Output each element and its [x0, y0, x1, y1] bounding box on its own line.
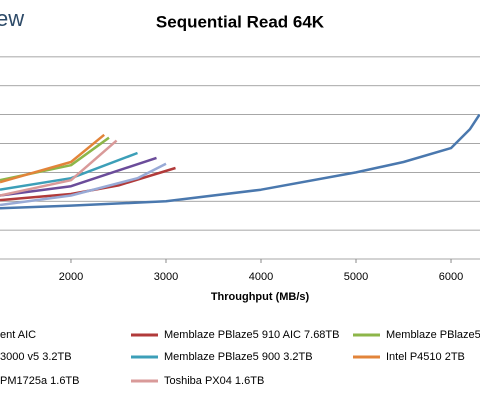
logo: ew: [0, 6, 24, 31]
x-tick-label: 5000: [344, 271, 368, 283]
series-line: [0, 133, 105, 184]
series-line: [0, 139, 118, 197]
x-tick-label: 4000: [249, 271, 273, 283]
x-tick-label: 3000: [154, 271, 178, 283]
chart-title: Sequential Read 64K: [156, 12, 325, 31]
series-line: [0, 156, 157, 197]
legend-label: Memblaze PBlaze5 900 3.2TB: [164, 351, 313, 363]
legend-label: Memblaze PBlaze5 910 AIC 7.68TB: [164, 329, 339, 341]
legend-label: 3000 v5 3.2TB: [0, 351, 72, 363]
legend-label: PM1725a 1.6TB: [0, 375, 80, 387]
series-line: [0, 113, 480, 210]
legend-label: Toshiba PX04 1.6TB: [164, 375, 264, 387]
legend-label: ent AIC: [0, 329, 36, 341]
series-line: [0, 162, 167, 207]
x-tick-label: 2000: [59, 271, 83, 283]
legend-label: Intel P4510 2TB: [386, 351, 465, 363]
x-tick-label: 6000: [439, 271, 463, 283]
legend-label: Memblaze PBlaze5: [386, 329, 480, 341]
series-line: [0, 151, 138, 191]
x-axis-label: Throughput (MB/s): [211, 291, 310, 303]
